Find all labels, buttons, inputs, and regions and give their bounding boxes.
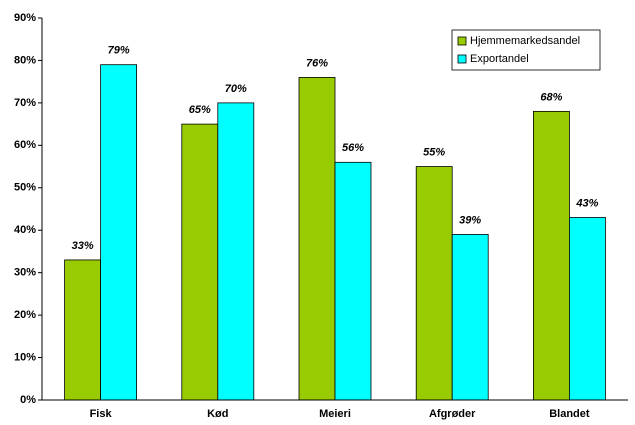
bar bbox=[217, 102, 255, 401]
legend-swatch bbox=[457, 54, 467, 64]
y-tick-label: 80% bbox=[14, 54, 36, 66]
y-tick-label: 50% bbox=[14, 182, 36, 194]
bar bbox=[334, 161, 372, 401]
x-tick-label: Kød bbox=[207, 408, 228, 420]
y-tick-label: 10% bbox=[14, 351, 36, 363]
x-tick-label: Meieri bbox=[319, 408, 351, 420]
value-label: 68% bbox=[540, 91, 562, 103]
x-tick-label: Blandet bbox=[549, 408, 590, 420]
y-tick-label: 70% bbox=[14, 97, 36, 109]
value-label: 70% bbox=[225, 83, 247, 95]
y-tick-label: 40% bbox=[14, 224, 36, 236]
legend-swatch bbox=[457, 36, 467, 46]
value-label: 39% bbox=[459, 214, 481, 226]
value-label: 55% bbox=[423, 146, 445, 158]
value-label: 33% bbox=[72, 240, 94, 252]
y-tick-label: 0% bbox=[20, 394, 36, 406]
bar bbox=[415, 166, 453, 401]
legend-box bbox=[451, 29, 601, 71]
bar bbox=[569, 217, 606, 401]
bar bbox=[298, 77, 336, 401]
value-label: 76% bbox=[306, 57, 328, 69]
value-label: 56% bbox=[342, 142, 364, 154]
x-tick-label: Fisk bbox=[90, 408, 113, 420]
value-label: 65% bbox=[189, 104, 211, 116]
bar bbox=[181, 123, 219, 401]
y-tick-label: 90% bbox=[14, 12, 36, 24]
y-tick-label: 30% bbox=[14, 267, 36, 279]
bar bbox=[100, 64, 137, 401]
x-tick-label: Afgrøder bbox=[429, 408, 476, 420]
bar bbox=[451, 234, 489, 401]
bar bbox=[64, 259, 101, 401]
value-label: 43% bbox=[575, 197, 598, 209]
bar bbox=[533, 110, 570, 401]
y-tick-label: 20% bbox=[14, 309, 36, 321]
legend-label: Hjemmemarkedsandel bbox=[470, 35, 580, 47]
value-label: 79% bbox=[108, 45, 130, 57]
y-tick-label: 60% bbox=[14, 139, 36, 151]
legend-label: Exportandel bbox=[470, 53, 529, 65]
